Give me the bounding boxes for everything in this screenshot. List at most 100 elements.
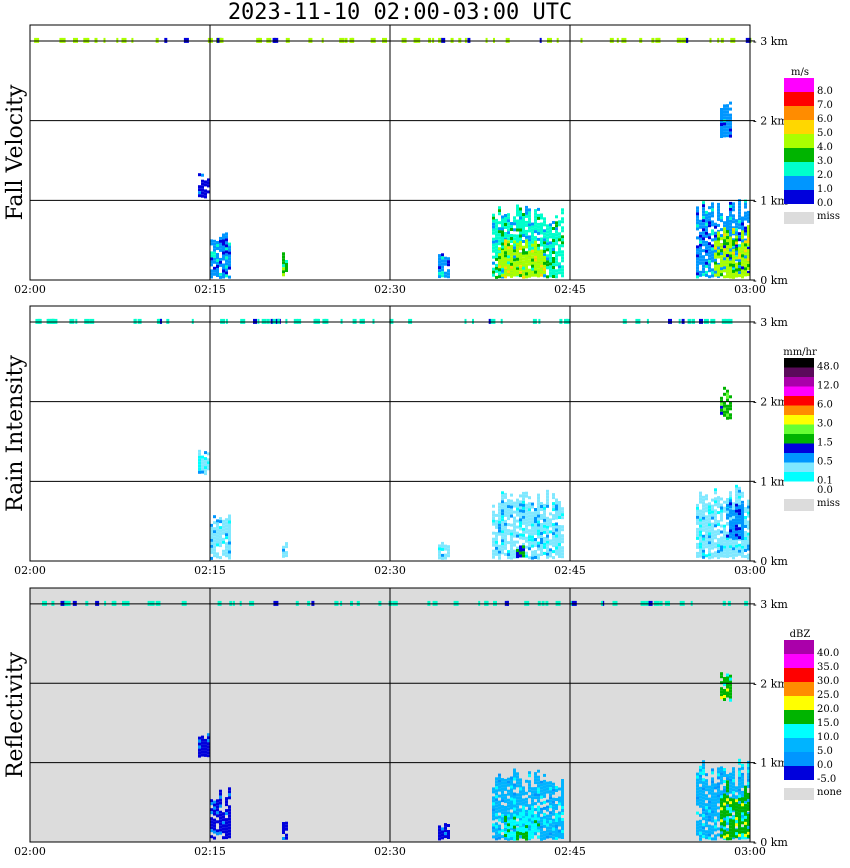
panel-2-echo-2 — [282, 821, 288, 840]
panel-1-legend-swatch-8 — [784, 434, 814, 444]
panel-1-legend-swatch-3 — [784, 386, 814, 396]
panel-0-echo-8 — [720, 101, 732, 138]
panel-2-legend-swatch-2 — [784, 668, 814, 682]
panel-1-echo-0 — [198, 449, 210, 476]
panel-2-legend-swatch-9 — [784, 766, 814, 780]
panel-1-legend-missing-swatch — [784, 499, 814, 511]
panel-1-legend-swatch-13 — [784, 481, 814, 491]
panel-0-echo-2 — [282, 252, 288, 277]
panel-1-legend-level-13: 0.0 — [817, 485, 833, 496]
panel-0-legend-level-0: 8.0 — [817, 86, 833, 97]
panel-0-legend-level-1: 7.0 — [817, 100, 833, 111]
panel-0-top-speckles — [34, 37, 752, 43]
panel-1-echo-5 — [516, 545, 525, 558]
panel-1-legend-swatch-4 — [784, 396, 814, 406]
panel-2-echo-3 — [438, 823, 450, 841]
panel-2-legend-swatch-7 — [784, 738, 814, 752]
panel-1-legend-swatch-9 — [784, 443, 814, 453]
panel-1-ytick-label-1: - 1 km — [753, 475, 788, 488]
panel-2-xtick-label-2: 02:30 — [374, 845, 406, 858]
panel-1-xtick-label-1: 02:15 — [194, 564, 226, 577]
chart-title: 2023-11-10 02:00-03:00 UTC — [227, 0, 573, 25]
panel-0-echo-0 — [198, 173, 210, 199]
panel-0-legend-swatch-4 — [784, 134, 814, 148]
panel-1-ytick-label-2: - 2 km — [753, 396, 788, 409]
panel-1-ytick-label-3: - 3 km — [753, 316, 788, 329]
panel-1-legend-level-8: 1.5 — [817, 438, 833, 449]
panel-0-ytick-label-3: - 3 km — [753, 35, 788, 48]
panel-0-legend-level-2: 6.0 — [817, 114, 833, 125]
panel-2-legend-missing-label: none — [817, 787, 842, 798]
panel-1-legend-swatch-5 — [784, 405, 814, 415]
panel-2-legend-missing-swatch — [784, 788, 814, 800]
panel-2-ytick-label-2: - 2 km — [753, 677, 788, 690]
panel-1-echo-8 — [720, 386, 732, 420]
panel-0-legend-level-7: 1.0 — [817, 184, 833, 195]
panel-2-legend-unit: dBZ — [790, 629, 811, 640]
panel-0-axis-title: Fall Velocity — [3, 84, 28, 220]
panel-2-legend-swatch-3 — [784, 682, 814, 696]
panel-2-legend-swatch-0 — [784, 640, 814, 654]
panel-0-legend-level-6: 2.0 — [817, 170, 833, 181]
panel-2-axis-title: Reflectivity — [3, 651, 28, 778]
panel-2-legend-swatch-5 — [784, 710, 814, 724]
panel-1-xtick-label-0: 02:00 — [14, 564, 46, 577]
panel-2-echo-1 — [210, 787, 231, 840]
panel-1-legend-swatch-6 — [784, 415, 814, 425]
panel-2-echo-6 — [516, 831, 528, 841]
panel-0-legend-swatch-8 — [784, 190, 814, 204]
panel-1-frame — [29, 305, 751, 562]
panel-0-xtick-label-2: 02:30 — [374, 283, 406, 296]
panel-2-legend-level-2: 30.0 — [817, 676, 839, 687]
panel-0-echo-3 — [438, 253, 450, 279]
panel-2-echo-9 — [720, 672, 732, 702]
panel-2-ytick-label-1: - 1 km — [753, 757, 788, 770]
panel-1-xtick-label-3: 02:45 — [554, 564, 586, 577]
panel-0-legend-swatch-2 — [784, 106, 814, 120]
panel-1-legend-swatch-11 — [784, 462, 814, 472]
panel-1-legend-level-2: 12.0 — [817, 381, 839, 392]
panel-0-legend-swatch-5 — [784, 148, 814, 162]
panel-1-xtick-label-2: 02:30 — [374, 564, 406, 577]
panel-0-xtick-label-3: 02:45 — [554, 283, 586, 296]
panel-0-echo-7 — [714, 225, 750, 279]
panel-2-frame — [29, 587, 751, 843]
panel-2-legend-level-0: 40.0 — [817, 648, 839, 659]
panel-1-legend-swatch-7 — [784, 424, 814, 434]
panel-0-echo-1 — [210, 232, 231, 279]
panel-1-legend-swatch-10 — [784, 453, 814, 463]
panel-0-ytick-label-0: - 0 km — [753, 274, 788, 287]
panel-1-legend-swatch-1 — [784, 367, 814, 377]
panel-2-xtick-label-1: 02:15 — [194, 845, 226, 858]
panel-1-xtick-label-4: 03:00 — [734, 564, 766, 577]
panel-0-ytick-label-2: - 2 km — [753, 115, 788, 128]
panel-2-legend-level-3: 25.0 — [817, 690, 839, 701]
panel-2-legend-swatch-1 — [784, 654, 814, 668]
panel-0-legend-unit: m/s — [791, 67, 809, 78]
panel-0-frame — [29, 24, 751, 281]
panel-1-legend-missing-label: miss — [817, 498, 840, 509]
panel-0-echo-5 — [498, 239, 546, 279]
panel-2-xtick-label-4: 03:00 — [734, 845, 766, 858]
panel-1-top-speckles — [35, 318, 733, 324]
panel-0-legend-missing-label: miss — [817, 211, 840, 222]
panel-1-legend-level-12: 0.1 — [817, 476, 833, 487]
panel-0-legend-missing-swatch — [784, 212, 814, 224]
panel-1-legend-level-0: 48.0 — [817, 362, 839, 373]
panel-2-echo-0 — [198, 733, 210, 758]
panel-0-legend-level-5: 3.0 — [817, 156, 833, 167]
panel-2-xtick-label-3: 02:45 — [554, 845, 586, 858]
panel-2-legend-level-9: -5.0 — [817, 774, 836, 785]
panel-2-legend-level-7: 5.0 — [817, 746, 833, 757]
panel-2-legend-swatch-8 — [784, 752, 814, 766]
panel-1-legend-swatch-12 — [784, 472, 814, 482]
panel-1-echo-2 — [282, 542, 288, 558]
panel-1-echo-3 — [438, 541, 450, 560]
panel-0-legend-swatch-1 — [784, 92, 814, 106]
panel-0-legend-level-4: 4.0 — [817, 142, 833, 153]
panel-2-legend-swatch-4 — [784, 696, 814, 710]
panel-0-legend-swatch-6 — [784, 162, 814, 176]
panel-0-legend-swatch-7 — [784, 176, 814, 190]
panel-2-legend-level-4: 20.0 — [817, 704, 839, 715]
